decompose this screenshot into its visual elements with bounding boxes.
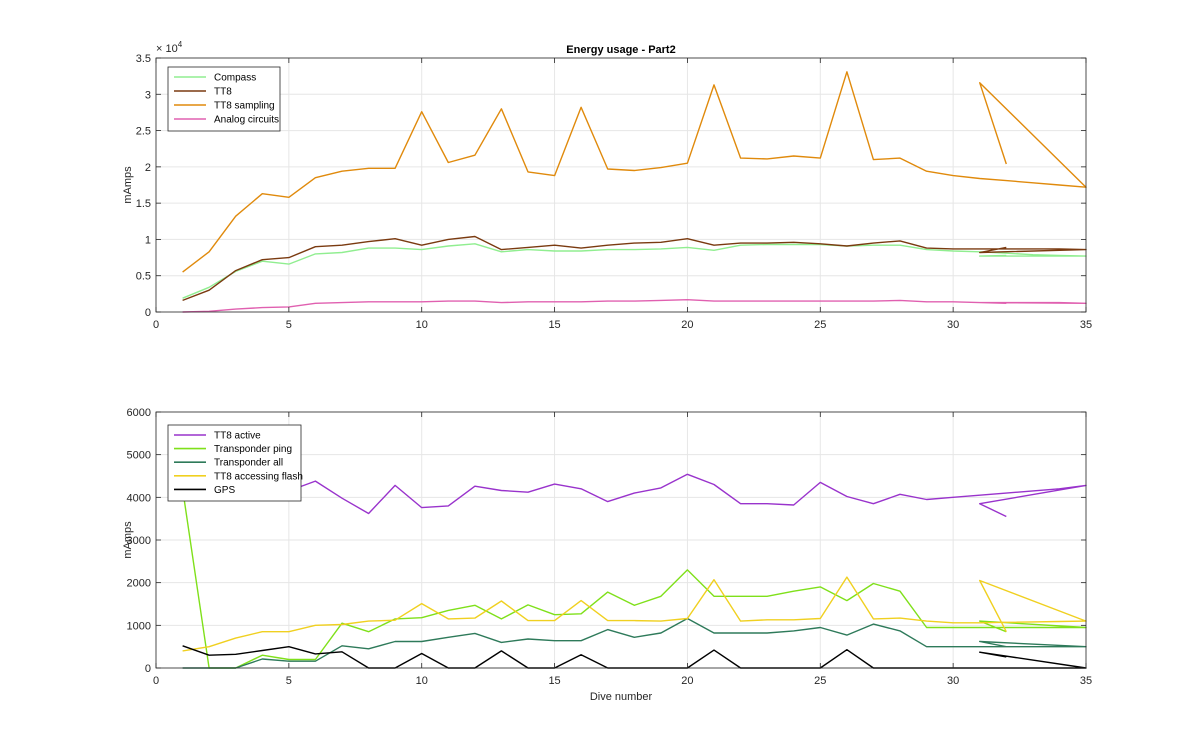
x-tick-label: 30 <box>947 319 959 331</box>
legend-entry: Analog circuits <box>214 115 279 126</box>
y-tick-label: 1.5 <box>136 198 151 210</box>
y-tick-label: 2000 <box>127 578 151 590</box>
legend-entry: GPS <box>214 485 235 496</box>
chart-title: Energy usage - Part2 <box>566 44 675 56</box>
x-tick-label: 35 <box>1080 675 1092 687</box>
chart-panel-2: 0 5 10 15 20 25 30 35 0 1000 2000 3000 4000 5000 6000 m… <box>122 407 1092 703</box>
x-tick-label: 0 <box>153 319 159 331</box>
y-tick-label: 4000 <box>127 492 151 504</box>
legend-entry: TT8 <box>214 87 232 98</box>
y-tick-label: 6000 <box>127 407 151 419</box>
series-line-tt8-sampling <box>182 71 1087 273</box>
y-tick-label: 3 <box>145 89 151 101</box>
y-tick-label: 2.5 <box>136 126 151 138</box>
x-tick-label: 25 <box>814 675 826 687</box>
x-tick-label: 0 <box>153 675 159 687</box>
chart-panel-1: 0 5 10 15 20 25 30 35 0 0.5 1 1.5 2 2.5 3 3.5 × 104 Energ… <box>122 40 1092 331</box>
x-tick-label: 35 <box>1080 319 1092 331</box>
axes-box <box>155 57 1087 313</box>
y-axis-label: mAmps <box>122 166 134 204</box>
legend-entry: Transponder all <box>214 458 283 469</box>
x-tick-label: 15 <box>548 319 560 331</box>
x-tick-label: 20 <box>681 319 693 331</box>
y-tick-label: 1000 <box>127 620 151 632</box>
x-tick-label: 20 <box>681 675 693 687</box>
y-exponent-label: × 104 <box>156 40 183 55</box>
legend-entry: Transponder ping <box>214 444 292 455</box>
x-tick-label: 10 <box>416 675 428 687</box>
y-tick-label: 2 <box>145 162 151 174</box>
series-line-transponder-all <box>182 617 1087 669</box>
series-line-analog-circuits <box>182 299 1087 313</box>
x-axis-label: Dive number <box>590 691 653 703</box>
legend-entry: Compass <box>214 73 256 84</box>
x-tick-label: 30 <box>947 675 959 687</box>
legend: TT8 active Transponder ping Transponder al… <box>167 424 303 502</box>
legend: Compass TT8 TT8 sampling Analog circuits <box>167 66 281 132</box>
x-tick-label: 5 <box>286 675 292 687</box>
y-axis-label: mAmps <box>122 521 134 559</box>
legend-entry: TT8 sampling <box>214 101 275 112</box>
y-tick-label: 5000 <box>127 450 151 462</box>
x-tick-label: 10 <box>416 319 428 331</box>
x-tick-label: 15 <box>548 675 560 687</box>
y-tick-label: 0.5 <box>136 271 151 283</box>
x-tick-label: 5 <box>286 319 292 331</box>
y-tick-label: 0 <box>145 663 151 675</box>
series-line-tt8 <box>182 235 1087 302</box>
y-tick-label: 3000 <box>127 535 151 547</box>
y-tick-label: 1 <box>145 234 151 246</box>
legend-entry: TT8 accessing flash <box>214 471 303 482</box>
y-tick-label: 3.5 <box>136 53 151 65</box>
series-line-tt8-accessing-flash <box>182 576 1087 652</box>
series-line-transponder-ping <box>181 488 1087 669</box>
series-line-compass <box>182 243 1087 299</box>
legend-entry: TT8 active <box>214 431 261 442</box>
y-tick-label: 0 <box>145 307 151 319</box>
series-line-tt8-active <box>182 473 1087 518</box>
x-tick-label: 25 <box>814 319 826 331</box>
